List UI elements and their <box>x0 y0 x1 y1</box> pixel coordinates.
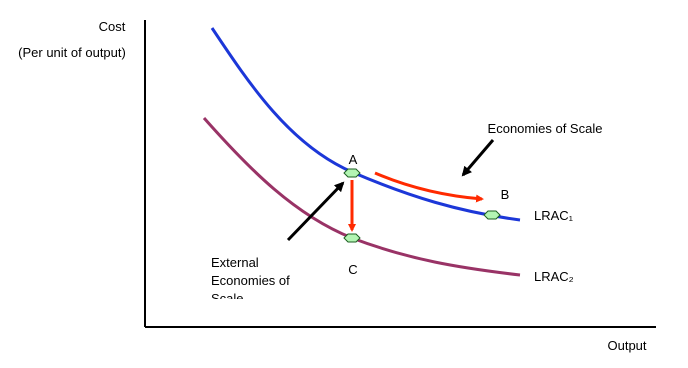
lrac2-curve <box>202 117 521 277</box>
label-a: A <box>349 152 358 167</box>
y-axis-sublabel: (Per unit of output) <box>18 45 126 60</box>
external-line: External <box>211 255 259 270</box>
label-economies-of-scale: Economies of Scale <box>488 121 603 136</box>
y-axis-label: Cost <box>99 19 126 34</box>
point-c <box>343 233 361 243</box>
external-label: External Economies of Scale <box>211 255 290 306</box>
external-line: Economies of <box>211 273 290 288</box>
point-a <box>343 168 361 178</box>
lrac1-curve <box>210 27 521 222</box>
label-lrac1: LRAC₁ <box>534 208 574 223</box>
point-b <box>483 210 501 220</box>
arrow-external <box>286 181 345 242</box>
label-c: C <box>348 262 357 277</box>
label-b: B <box>501 187 510 202</box>
label-lrac2: LRAC₂ <box>534 269 574 284</box>
arrow-a-to-b <box>374 171 484 203</box>
x-axis-label: Output <box>607 338 646 353</box>
external-line: Scale <box>211 291 244 306</box>
arrow-economies <box>461 139 495 177</box>
